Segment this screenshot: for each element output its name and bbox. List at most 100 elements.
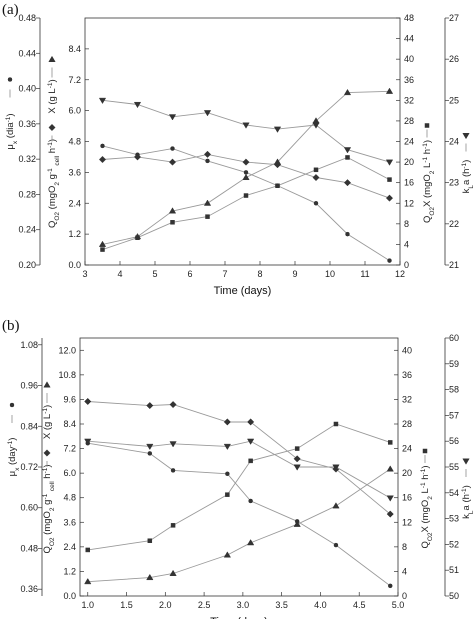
point-kla: [223, 443, 232, 451]
q-tick-label: 10.8: [58, 370, 76, 380]
point-x: [385, 87, 394, 94]
mu-legend-marker: [7, 77, 13, 82]
series-line-kla: [102, 99, 390, 163]
point-kla: [84, 438, 92, 445]
point-mu: [313, 201, 319, 206]
panel-label: (a): [2, 2, 19, 18]
mu-tick-label: 0.32: [18, 154, 36, 164]
kla-tick-label: 57: [449, 410, 459, 420]
point-x: [98, 240, 107, 247]
point-x: [169, 569, 177, 576]
point-q: [386, 510, 394, 518]
point-mu: [147, 451, 153, 456]
x-tick-label: 6: [187, 269, 192, 279]
kla-tick-label: 50: [449, 591, 459, 601]
x-legend-marker: [43, 381, 51, 388]
qx-tick-label: 8: [404, 219, 409, 229]
point-kla: [293, 464, 301, 471]
qo2x-axis-title: QO2X (mgO2 L-1 h-1): [422, 140, 436, 223]
mu-tick-label: 0.24: [18, 225, 36, 235]
qx-tick-label: 4: [402, 566, 407, 576]
q-tick-label: 3.6: [68, 167, 81, 177]
x-axis-title: Time (days): [214, 285, 272, 297]
point-mu: [170, 468, 176, 473]
point-kla: [386, 495, 394, 502]
kla-tick-label: 60: [449, 333, 459, 343]
panel-label: (b): [2, 318, 20, 334]
point-q: [242, 158, 250, 166]
qo2-axis-title: QO2 (mgO2 g-1 cell h-1): [47, 139, 61, 228]
q-tick-label: 3.6: [63, 517, 76, 527]
point-mu: [100, 143, 105, 149]
q-tick-label: 8.4: [68, 44, 81, 54]
mu-tick-label: 0.48: [20, 543, 38, 553]
q-tick-label: 2.4: [68, 198, 81, 208]
point-q: [98, 155, 107, 164]
qx-tick-label: 8: [402, 542, 407, 552]
panel-a: (a) 3 4 5 6 7 8 9 10 11 12 Time (days) 0.20 0.24 0.28 0…: [2, 2, 474, 297]
x-tick-label: 4.5: [353, 600, 366, 610]
plot-frame: [84, 17, 401, 266]
kla-tick-label: 27: [449, 13, 459, 23]
point-q: [84, 397, 92, 406]
x-tick-label: 2.0: [159, 600, 172, 610]
point-x: [332, 502, 340, 509]
qx-tick-label: 24: [404, 137, 414, 147]
kla-tick-label: 24: [449, 137, 459, 147]
q-tick-label: 6.0: [68, 106, 81, 116]
qx-tick-label: 16: [404, 178, 414, 188]
qx-tick-label: 40: [402, 345, 412, 355]
point-q: [168, 158, 177, 166]
point-kla: [98, 97, 107, 105]
q-tick-label: 4.8: [68, 137, 81, 147]
point-kla: [242, 122, 250, 129]
kla-tick-label: 51: [449, 565, 459, 575]
point-q: [133, 153, 142, 161]
x-tick-label: 3.5: [275, 600, 288, 610]
series-line-kla: [87, 440, 391, 499]
qx-tick-label: 36: [402, 370, 412, 380]
qx-tick-label: 28: [402, 419, 412, 429]
point-q: [146, 402, 154, 410]
mu-legend-marker: [9, 402, 15, 408]
mu-tick-label: 0.72: [20, 462, 38, 472]
mu-tick-label: 0.84: [20, 421, 38, 431]
point-mu: [387, 583, 393, 589]
x-tick-label: 4.0: [314, 600, 327, 610]
x-tick-label: 3: [82, 269, 87, 279]
qx-tick-label: 4: [404, 239, 409, 249]
x-tick-label: 1.5: [120, 600, 133, 610]
point-mu: [345, 231, 350, 237]
qx-tick-label: 32: [404, 95, 414, 105]
point-q: [343, 179, 352, 187]
point-mu: [248, 498, 253, 504]
point-q: [385, 194, 394, 202]
point-qx: [387, 440, 393, 445]
point-x: [273, 158, 282, 165]
x-tick-label: 10: [325, 269, 335, 279]
qx-tick-label: 44: [404, 34, 414, 44]
kla-tick-label: 54: [449, 488, 459, 498]
point-x: [168, 207, 177, 214]
point-qx: [100, 247, 105, 252]
qx-tick-label: 16: [402, 493, 412, 503]
point-qx: [147, 538, 153, 543]
kla-axis-title: kLa (h-1): [461, 160, 474, 194]
point-kla: [169, 441, 177, 448]
point-qx: [275, 183, 280, 189]
x-tick-label: 9: [292, 269, 297, 279]
point-q: [203, 150, 212, 158]
qx-tick-label: 24: [402, 444, 412, 454]
x-axis-title: Time (days): [210, 616, 268, 619]
point-kla: [343, 147, 352, 154]
point-q: [312, 173, 320, 182]
qx-tick-label: 12: [402, 517, 412, 527]
qo2x-legend-marker: [424, 123, 430, 128]
kla-tick-label: 59: [449, 359, 459, 369]
point-qx: [85, 547, 91, 553]
q-tick-label: 2.4: [63, 542, 76, 552]
point-mu: [243, 170, 249, 175]
mu-tick-label: 0.28: [18, 189, 36, 199]
point-q: [223, 418, 231, 426]
point-x: [203, 199, 212, 206]
